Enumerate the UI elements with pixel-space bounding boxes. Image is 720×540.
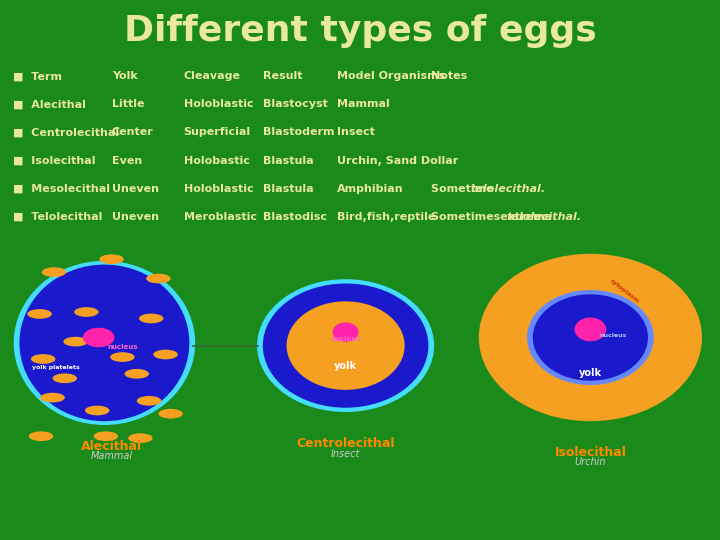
Circle shape	[287, 301, 405, 390]
Text: cytoplasm: cytoplasm	[609, 279, 641, 305]
Text: yolk platelets: yolk platelets	[32, 364, 80, 370]
Text: Notes: Notes	[431, 71, 467, 82]
Text: Holobastic: Holobastic	[184, 156, 249, 166]
Text: Sometimesextreme: Sometimesextreme	[431, 212, 556, 222]
Circle shape	[479, 254, 702, 421]
Text: Holoblastic: Holoblastic	[184, 99, 253, 110]
Ellipse shape	[110, 352, 135, 362]
Text: Even: Even	[112, 156, 142, 166]
Text: Amphibian: Amphibian	[337, 184, 404, 194]
Text: ■  Isolecithal: ■ Isolecithal	[13, 156, 96, 166]
Text: Blastoderm: Blastoderm	[263, 127, 334, 138]
Ellipse shape	[31, 354, 55, 364]
Text: Insect: Insect	[331, 449, 360, 460]
Ellipse shape	[94, 431, 118, 441]
Circle shape	[333, 322, 359, 342]
Text: Alecithal: Alecithal	[81, 440, 142, 453]
Text: Blastula: Blastula	[263, 156, 313, 166]
Text: Blastocyst: Blastocyst	[263, 99, 328, 110]
Text: Cleavage: Cleavage	[184, 71, 240, 82]
Text: ■  Centrolecithal: ■ Centrolecithal	[13, 127, 119, 138]
Text: ■  Term: ■ Term	[13, 71, 62, 82]
Ellipse shape	[146, 274, 171, 284]
Ellipse shape	[19, 265, 189, 421]
Text: Centrolecithal: Centrolecithal	[297, 437, 395, 450]
Text: yolk: yolk	[579, 368, 602, 377]
Text: Sometime: Sometime	[431, 184, 497, 194]
Ellipse shape	[29, 431, 53, 441]
Text: telolecithal.: telolecithal.	[471, 184, 546, 194]
Text: ■  Telolecithal: ■ Telolecithal	[13, 212, 102, 222]
Ellipse shape	[74, 307, 99, 317]
Ellipse shape	[128, 433, 153, 443]
Text: Holoblastic: Holoblastic	[184, 184, 253, 194]
Text: Uneven: Uneven	[112, 184, 158, 194]
Ellipse shape	[63, 337, 88, 347]
Text: Yolk: Yolk	[112, 71, 138, 82]
Text: telolecithal.: telolecithal.	[506, 212, 582, 222]
Text: yolk: yolk	[334, 361, 357, 371]
Text: Model Organisms: Model Organisms	[337, 71, 445, 82]
Text: Uneven: Uneven	[112, 212, 158, 222]
Ellipse shape	[83, 328, 114, 347]
Text: Isolecithal: Isolecithal	[554, 446, 626, 458]
Circle shape	[533, 294, 648, 381]
Text: Bird,fish,reptile: Bird,fish,reptile	[337, 212, 436, 222]
Ellipse shape	[14, 261, 195, 425]
Ellipse shape	[153, 349, 178, 359]
Circle shape	[575, 318, 606, 341]
Text: Meroblastic: Meroblastic	[184, 212, 256, 222]
Ellipse shape	[139, 314, 163, 323]
Text: Result: Result	[263, 71, 302, 82]
Text: ■  Alecithal: ■ Alecithal	[13, 99, 86, 110]
Text: Insect: Insect	[337, 127, 375, 138]
Text: Mammal: Mammal	[337, 99, 390, 110]
Ellipse shape	[53, 374, 77, 383]
Ellipse shape	[137, 396, 161, 406]
Ellipse shape	[158, 409, 183, 419]
Text: nucleus: nucleus	[599, 333, 626, 338]
Text: Urchin: Urchin	[575, 457, 606, 468]
Text: Urchin, Sand Dollar: Urchin, Sand Dollar	[337, 156, 458, 166]
Text: Little: Little	[112, 99, 144, 110]
Text: nucleus: nucleus	[330, 336, 361, 342]
Ellipse shape	[40, 393, 65, 402]
Text: Mammal: Mammal	[91, 451, 132, 461]
Text: Different types of eggs: Different types of eggs	[124, 14, 596, 48]
Text: Center: Center	[112, 127, 153, 138]
Text: Superficial: Superficial	[184, 127, 251, 138]
Text: nucleus: nucleus	[107, 344, 138, 350]
Ellipse shape	[125, 369, 149, 379]
Ellipse shape	[42, 267, 66, 277]
Circle shape	[257, 279, 434, 412]
Text: Blastula: Blastula	[263, 184, 313, 194]
Ellipse shape	[99, 254, 124, 264]
Circle shape	[263, 284, 428, 408]
Ellipse shape	[27, 309, 52, 319]
Text: ■  Mesolecithal: ■ Mesolecithal	[13, 184, 110, 194]
Text: Blastodisc: Blastodisc	[263, 212, 327, 222]
Ellipse shape	[85, 406, 109, 415]
Circle shape	[527, 290, 654, 385]
